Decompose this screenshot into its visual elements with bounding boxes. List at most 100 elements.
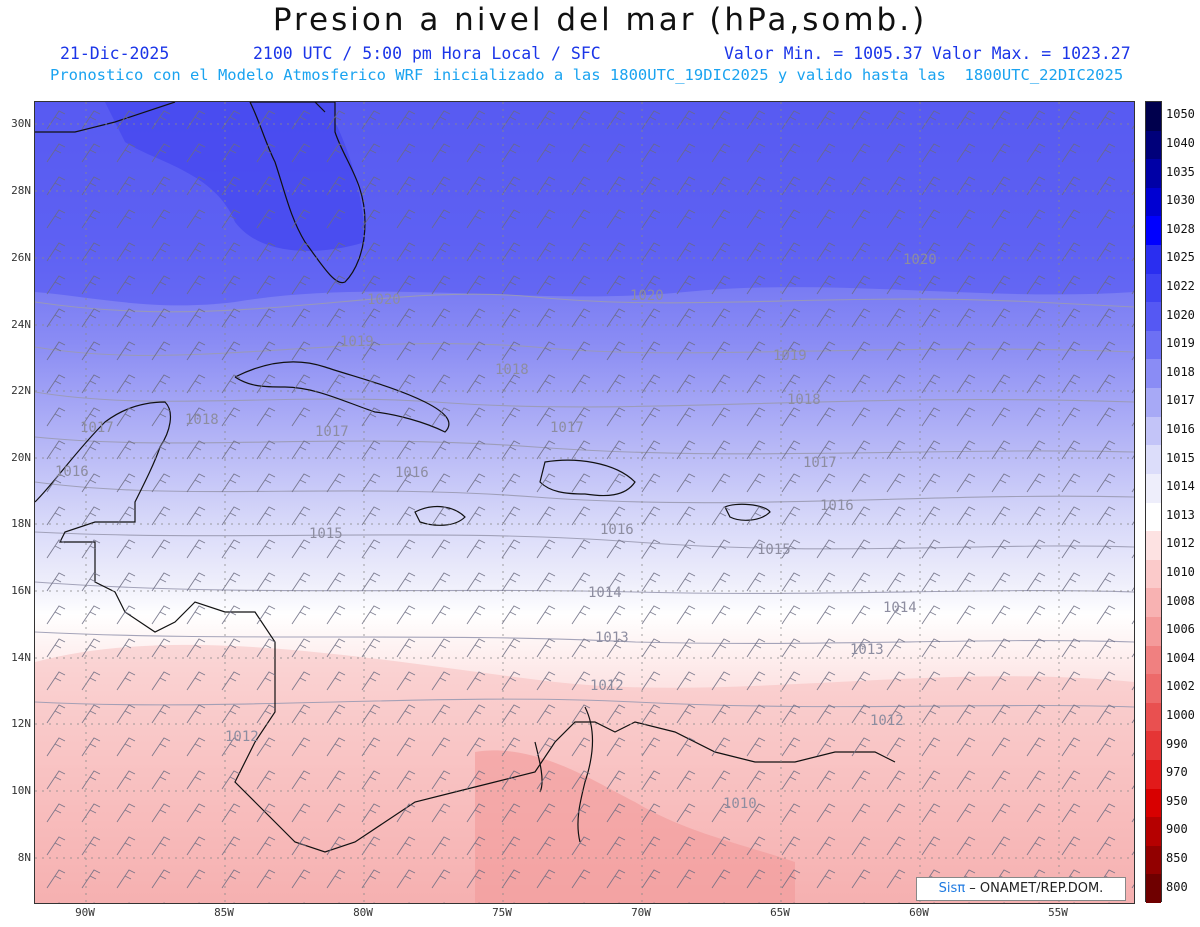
min-value-label: Valor Min. = 1005.37: [724, 44, 923, 63]
colorbar-segment: [1146, 216, 1161, 246]
colorbar-label: 1022: [1166, 278, 1195, 293]
contour-label: 1018: [495, 362, 529, 378]
colorbar-label: 1020: [1166, 307, 1195, 322]
contour-label: 1010: [723, 796, 757, 812]
colorbar-segment: [1146, 845, 1161, 875]
colorbar: [1145, 101, 1162, 904]
contour-label: 1020: [367, 292, 401, 308]
colorbar-label: 990: [1166, 736, 1188, 751]
contour-label: 1017: [315, 424, 349, 440]
contour-label: 1016: [820, 498, 854, 514]
colorbar-label: 1028: [1166, 221, 1195, 236]
colorbar-segment: [1146, 788, 1161, 818]
colorbar-label: 900: [1166, 822, 1188, 837]
colorbar-label: 1019: [1166, 336, 1195, 351]
max-value-label: Valor Max. = 1023.27: [932, 44, 1131, 63]
colorbar-segment: [1146, 388, 1161, 418]
lon-label: 60W: [909, 906, 929, 919]
map-title: Presion a nivel del mar (hPa,somb.): [272, 2, 928, 38]
contour-label: 1017: [550, 420, 584, 436]
contour-label: 1016: [600, 522, 634, 538]
contour-label: 1012: [590, 678, 624, 694]
colorbar-label: 800: [1166, 879, 1188, 894]
lon-label: 70W: [631, 906, 651, 919]
colorbar-label: 1012: [1166, 536, 1195, 551]
colorbar-label: 1040: [1166, 135, 1195, 150]
colorbar-label: 1015: [1166, 450, 1195, 465]
contour-label: 1013: [850, 642, 884, 658]
colorbar-label: 1017: [1166, 393, 1195, 408]
contour-label: 1012: [225, 729, 259, 745]
colorbar-segment: [1146, 731, 1161, 761]
colorbar-label: 950: [1166, 793, 1188, 808]
lat-label: 28N: [11, 184, 31, 197]
lat-label: 30N: [11, 117, 31, 130]
brand-text: Sis: [938, 881, 958, 896]
credit-text: – ONAMET/REP.DOM.: [969, 881, 1104, 896]
contour-label: 1015: [309, 526, 343, 542]
map-canvas: 1020 1020 1020 1019 1019 1018 1018 1018 …: [35, 102, 1134, 903]
colorbar-segment: [1146, 102, 1161, 132]
contour-label: 1020: [903, 252, 937, 268]
colorbar-segment: [1146, 817, 1161, 847]
colorbar-segment: [1146, 359, 1161, 389]
colorbar-label: 1002: [1166, 679, 1195, 694]
brand-logo: Sisπ: [939, 881, 965, 896]
lat-label: 24N: [11, 318, 31, 331]
contour-label: 1015: [757, 542, 791, 558]
colorbar-label: 1008: [1166, 593, 1195, 608]
colorbar-label: 1035: [1166, 164, 1195, 179]
time-label: 2100 UTC / 5:00 pm Hora Local / SFC: [253, 44, 601, 63]
lat-label: 16N: [11, 584, 31, 597]
colorbar-segment: [1146, 588, 1161, 618]
lat-label: 22N: [11, 384, 31, 397]
colorbar-label: 1018: [1166, 364, 1195, 379]
colorbar-label: 1010: [1166, 565, 1195, 580]
contour-label: 1017: [80, 420, 114, 436]
contour-label: 1020: [630, 288, 664, 304]
colorbar-segment: [1146, 702, 1161, 732]
colorbar-segment: [1146, 759, 1161, 790]
contour-label: 1012: [870, 713, 904, 729]
lat-label: 14N: [11, 651, 31, 664]
colorbar-label: 1004: [1166, 650, 1195, 665]
lon-label: 65W: [770, 906, 790, 919]
contour-label: 1018: [787, 392, 821, 408]
credit-badge: Sisπ – ONAMET/REP.DOM.: [916, 877, 1126, 901]
contour-label: 1019: [773, 348, 807, 364]
colorbar-label: 1000: [1166, 708, 1195, 723]
colorbar-segment: [1146, 273, 1161, 303]
colorbar-label: 1013: [1166, 507, 1195, 522]
colorbar-segment: [1146, 245, 1161, 275]
colorbar-label: 970: [1166, 765, 1188, 780]
colorbar-label: 1050: [1166, 107, 1195, 122]
colorbar-segment: [1146, 559, 1161, 589]
lon-label: 85W: [214, 906, 234, 919]
colorbar-segment: [1146, 302, 1161, 332]
colorbar-segment: [1146, 130, 1161, 160]
lat-label: 18N: [11, 517, 31, 530]
colorbar-label: 1006: [1166, 622, 1195, 637]
colorbar-label: 850: [1166, 851, 1188, 866]
date-label: 21-Dic-2025: [60, 44, 170, 63]
colorbar-segment: [1146, 531, 1161, 561]
colorbar-segment: [1146, 645, 1161, 675]
colorbar-segment: [1146, 330, 1161, 360]
colorbar-segment: [1146, 874, 1161, 904]
forecast-label: Pronostico con el Modelo Atmosferico WRF…: [50, 66, 1124, 84]
lat-label: 12N: [11, 717, 31, 730]
lat-label: 26N: [11, 251, 31, 264]
colorbar-segment: [1146, 159, 1161, 189]
colorbar-segment: [1146, 616, 1161, 647]
pi-symbol: π: [957, 881, 966, 896]
contour-label: 1014: [588, 585, 622, 601]
colorbar-segment: [1146, 502, 1161, 532]
contour-label: 1017: [803, 455, 837, 471]
lat-label: 20N: [11, 451, 31, 464]
colorbar-segment: [1146, 674, 1161, 704]
colorbar-segment: [1146, 187, 1161, 217]
colorbar-label: 1030: [1166, 193, 1195, 208]
colorbar-label: 1025: [1166, 250, 1195, 265]
contour-label: 1014: [883, 600, 917, 616]
colorbar-segment: [1146, 416, 1161, 446]
